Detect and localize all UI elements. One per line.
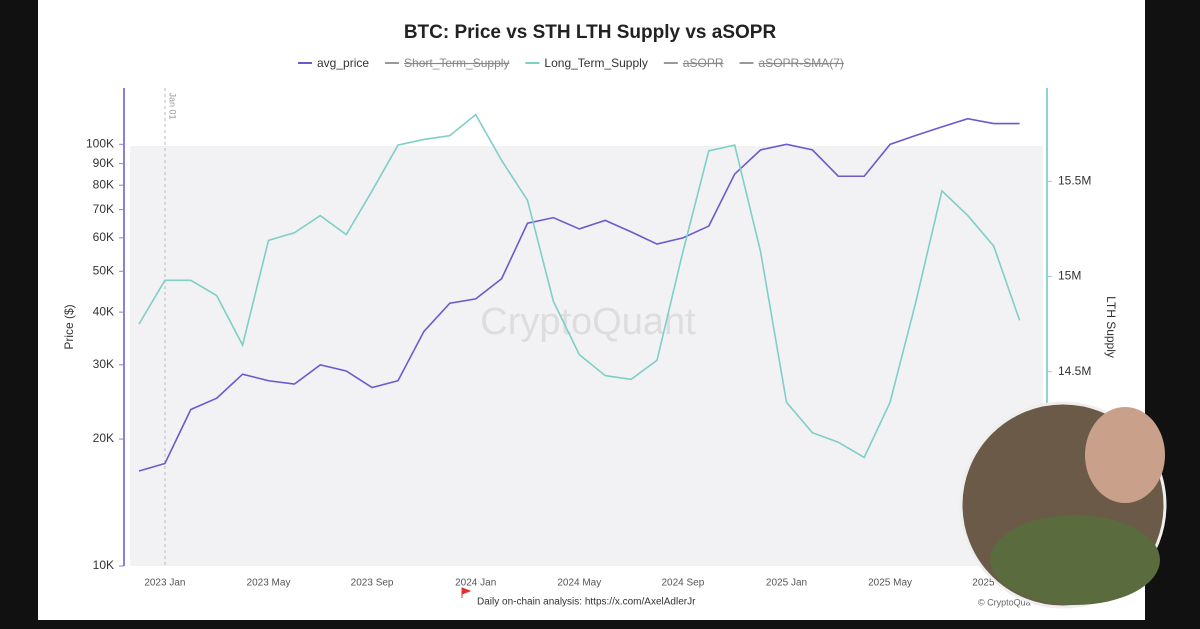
y2-tick-label: 15M xyxy=(1058,269,1081,283)
x-tick-label: 2023 Sep xyxy=(351,578,394,589)
shaded-region xyxy=(130,146,1043,566)
x-tick-label: 2025 Jan xyxy=(766,578,807,589)
legend-label: avg_price xyxy=(317,56,369,70)
x-tick-label: 2024 Sep xyxy=(661,578,704,589)
chart-title: BTC: Price vs STH LTH Supply vs aSOPR xyxy=(404,22,777,43)
series-line xyxy=(138,113,1021,459)
x-tick-label: 2024 May xyxy=(557,578,601,589)
footer: Daily on-chain analysis: https://x.com/A… xyxy=(477,597,696,608)
legend-label: aSOPR-SMA(7) xyxy=(759,56,844,70)
y-tick-label: 20K xyxy=(93,431,114,445)
credit: © CryptoQua xyxy=(978,597,1031,607)
series-line xyxy=(138,117,1020,472)
x-tick-label: 2024 Jan xyxy=(455,578,496,589)
legend-label: Long_Term_Supply xyxy=(544,56,647,70)
x-tick-label: 2023 May xyxy=(247,578,291,589)
y2-axis-label: LTH Supply xyxy=(1104,296,1118,358)
y2-tick-label: 14.5M xyxy=(1058,364,1091,378)
y-tick-label: 100K xyxy=(86,136,114,150)
y-tick-label: 70K xyxy=(93,202,114,216)
flag-icon xyxy=(461,587,472,598)
x-tick-label: 2025 May xyxy=(868,578,912,589)
plot: 10K 20K 30K 40K 50K 60K 70K 80K 90K 100K 14.5M 15M 1… xyxy=(86,56,1091,588)
y-tick-label: 90K xyxy=(93,156,114,170)
y-tick-label: 60K xyxy=(93,230,114,244)
x-tick-label: 2023 Jan xyxy=(144,578,185,589)
legend-label: Short_Term_Supply xyxy=(404,56,509,70)
y-tick-label: 50K xyxy=(93,263,114,277)
watermark: CryptoQuant xyxy=(480,301,696,343)
annotation: Jan 01 xyxy=(168,92,178,119)
y-tick-label: 80K xyxy=(93,177,114,191)
y-tick-label: 40K xyxy=(93,304,114,318)
legend-label: aSOPR xyxy=(683,56,724,70)
y2-tick-label: 15.5M xyxy=(1058,173,1091,187)
x-tick-label: 2025 Sep xyxy=(972,578,1015,589)
y-tick-label: 10K xyxy=(93,558,114,572)
webcam-person xyxy=(990,515,1160,605)
webcam-face xyxy=(1085,407,1165,503)
y-axis-label: Price ($) xyxy=(62,304,76,349)
y-tick-label: 30K xyxy=(93,357,114,371)
